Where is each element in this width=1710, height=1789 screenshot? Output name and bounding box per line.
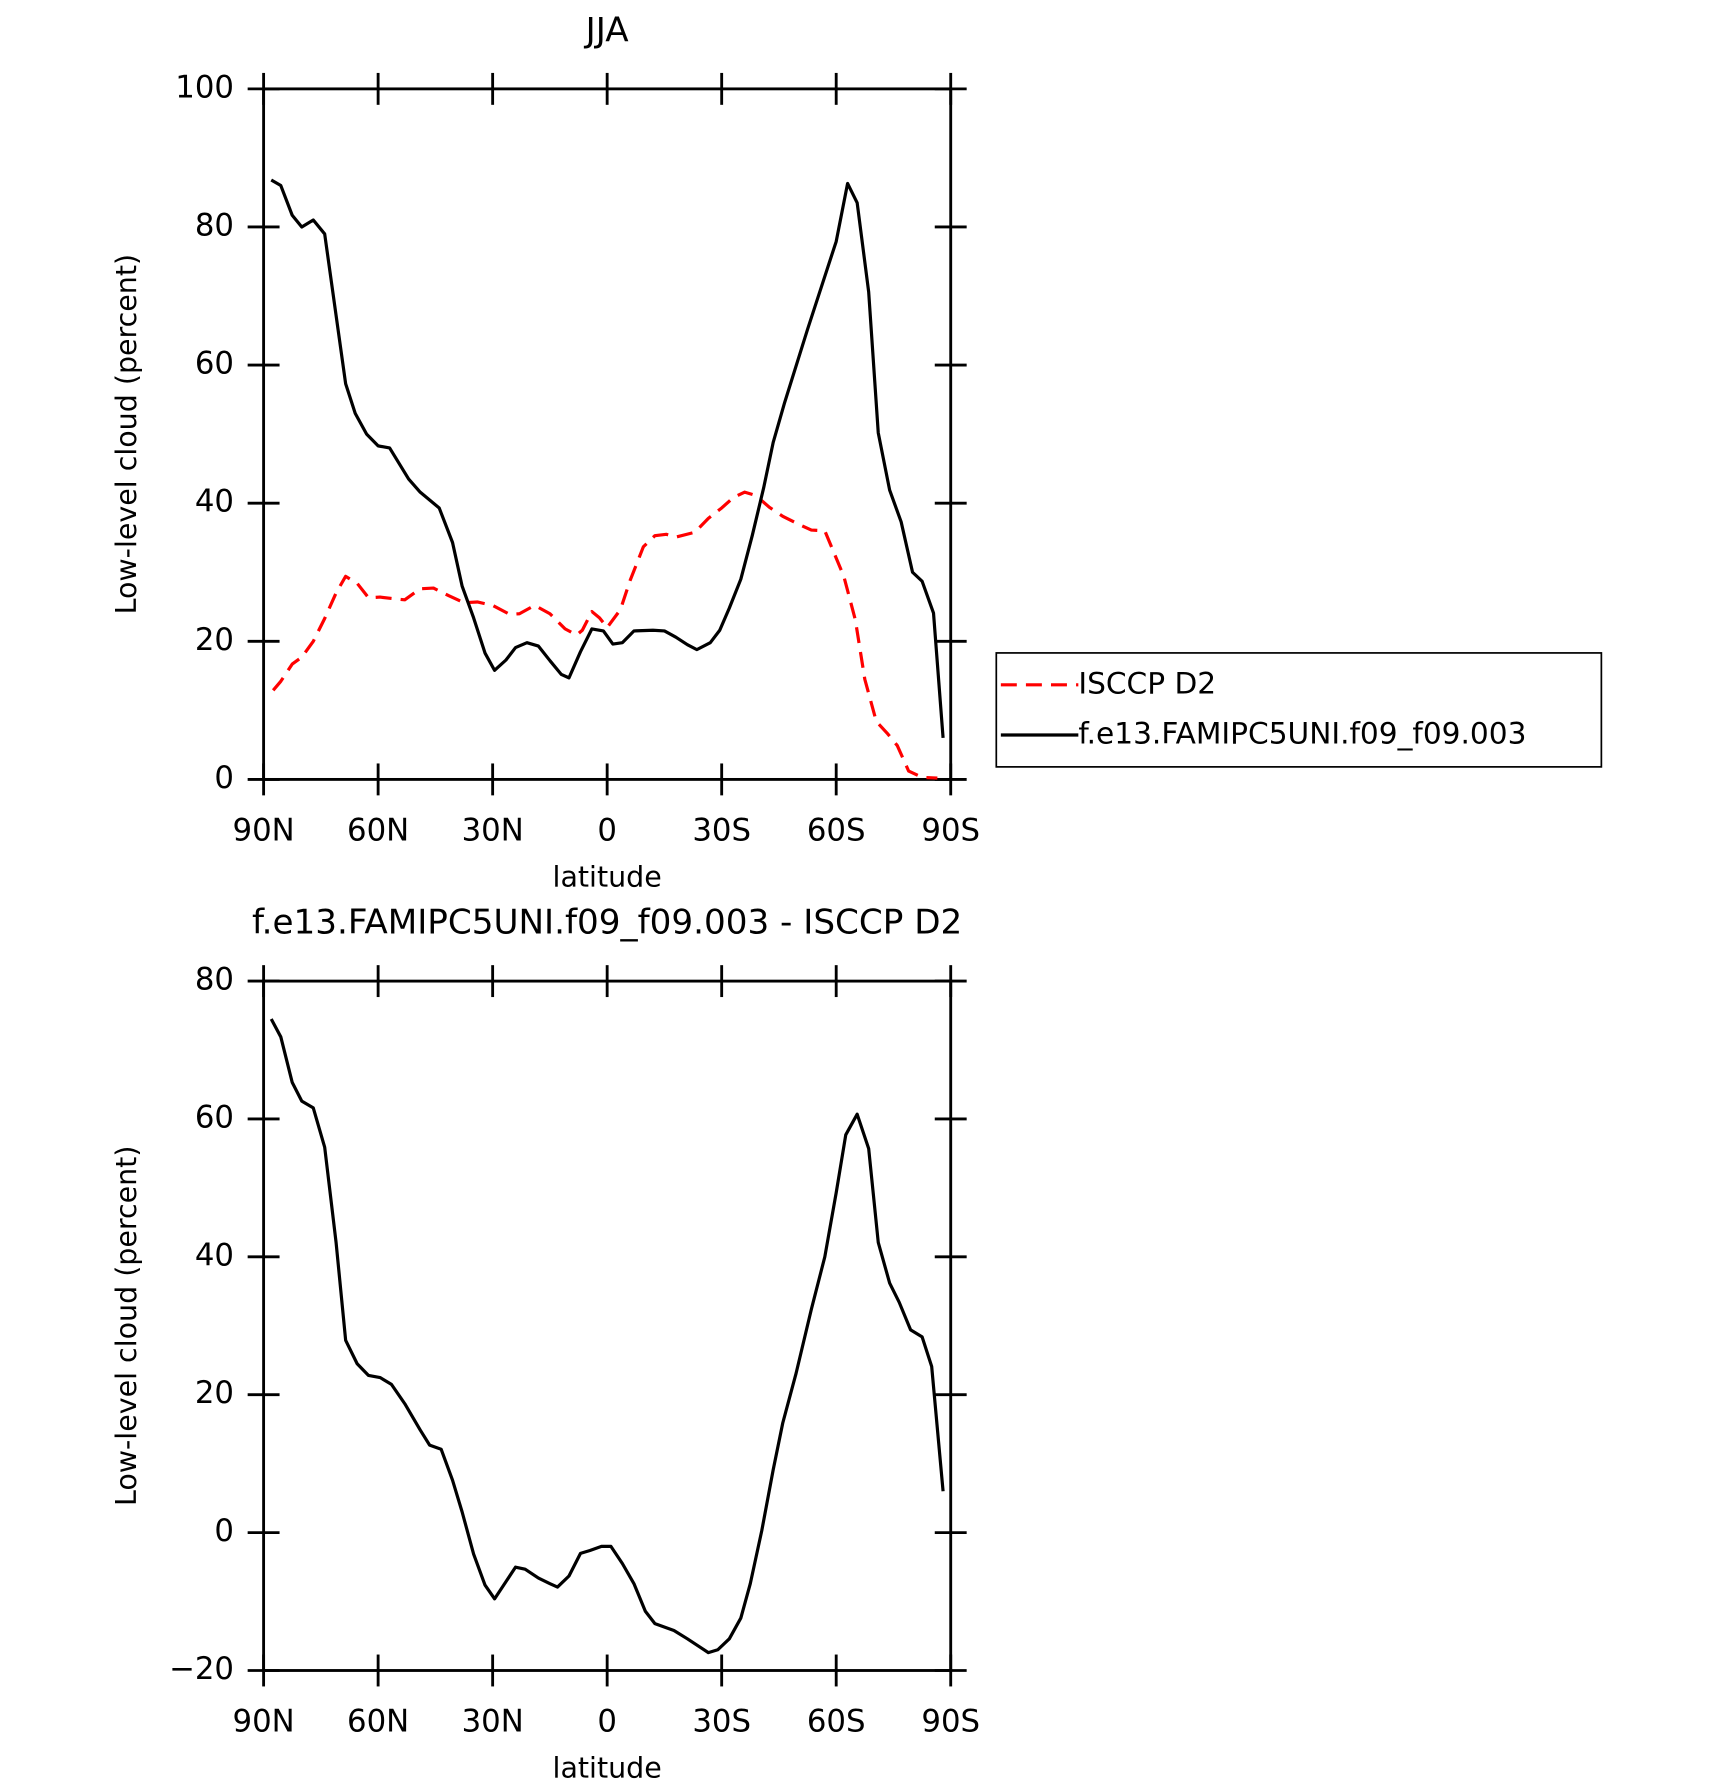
y-axis-label: Low-level cloud (percent) xyxy=(110,254,143,614)
y-tick-label: 80 xyxy=(195,207,234,243)
x-tick-label: 30N xyxy=(462,1703,524,1739)
x-tick-label: 0 xyxy=(597,1703,617,1739)
data-line xyxy=(270,178,945,739)
x-tick-label: 30S xyxy=(692,1703,751,1739)
legend-label: ISCCP D2 xyxy=(1078,666,1216,700)
legend-label: f.e13.FAMIPC5UNI.f09_f09.003 xyxy=(1078,716,1526,750)
plot-frame xyxy=(262,87,953,781)
x-tick-label: 90N xyxy=(233,1703,295,1739)
x-tick-label: 60S xyxy=(807,1703,866,1739)
plot-frame xyxy=(262,979,953,1672)
y-axis-label: Low-level cloud (percent) xyxy=(110,1146,143,1506)
data-line xyxy=(269,1018,945,1655)
y-tick-label: −20 xyxy=(169,1651,234,1687)
data-line xyxy=(271,490,938,780)
x-tick-label: 30N xyxy=(462,812,524,848)
x-tick-label: 90S xyxy=(921,812,980,848)
x-tick-label: 60N xyxy=(347,1703,409,1739)
y-tick-label: 0 xyxy=(214,760,234,796)
y-tick-label: 40 xyxy=(195,484,234,520)
x-tick-label: 60N xyxy=(347,812,409,848)
x-axis-label: latitude xyxy=(553,861,662,894)
y-tick-label: 20 xyxy=(195,1375,234,1411)
x-tick-label: 30S xyxy=(692,812,751,848)
x-tick-label: 0 xyxy=(597,812,617,848)
y-tick-label: 40 xyxy=(195,1237,234,1273)
y-tick-label: 20 xyxy=(195,622,234,658)
chart-title: JJA xyxy=(584,10,630,50)
y-tick-label: 100 xyxy=(175,69,234,105)
y-tick-label: 80 xyxy=(195,962,234,998)
x-tick-label: 60S xyxy=(807,812,866,848)
x-tick-label: 90N xyxy=(233,812,295,848)
y-tick-label: 60 xyxy=(195,1099,234,1135)
chart-title: f.e13.FAMIPC5UNI.f09_f09.003 - ISCCP D2 xyxy=(252,903,962,943)
x-tick-label: 90S xyxy=(921,1703,980,1739)
y-tick-label: 60 xyxy=(195,346,234,382)
x-axis-label: latitude xyxy=(553,1752,662,1785)
legend-box xyxy=(995,652,1603,768)
y-tick-label: 0 xyxy=(214,1513,234,1549)
